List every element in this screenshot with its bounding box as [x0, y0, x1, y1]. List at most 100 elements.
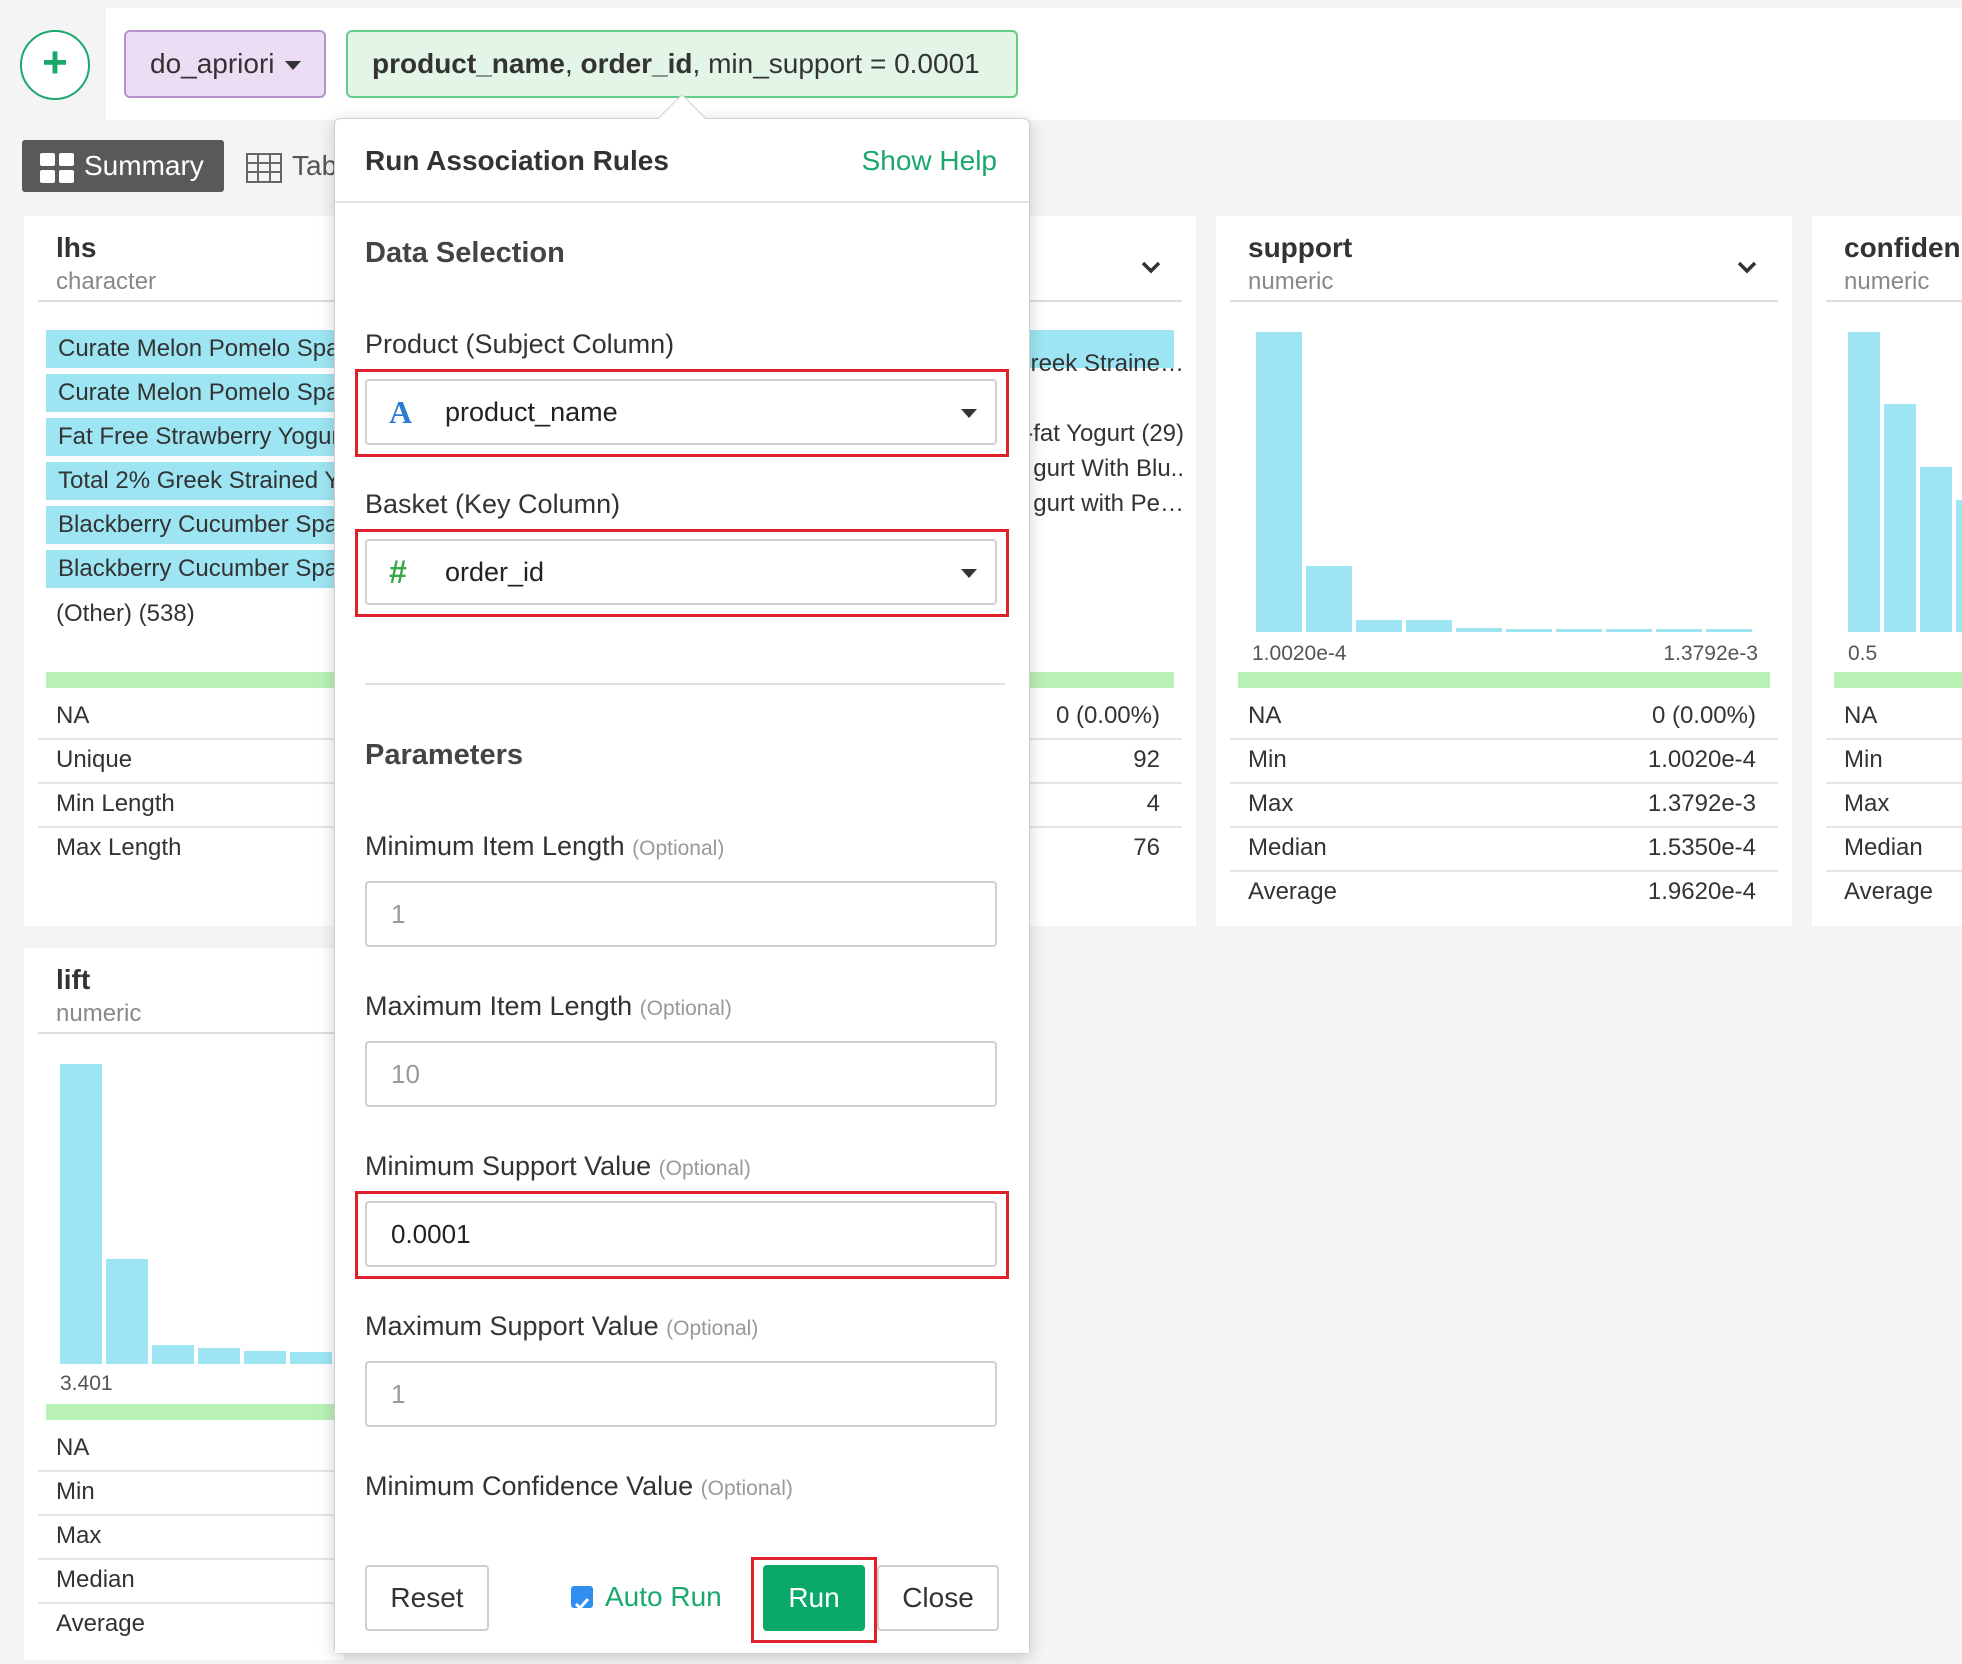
category-label: gurt with Pe…	[1033, 490, 1184, 517]
stat-key: NA	[56, 1434, 90, 1461]
highlight-box	[355, 1191, 1009, 1279]
stat-key: NA	[56, 702, 90, 729]
run-button[interactable]: Run	[763, 1565, 865, 1631]
table-icon	[246, 152, 282, 183]
divider	[1826, 300, 1962, 302]
category-label: gurt With Blu..	[1033, 455, 1184, 482]
add-step-button[interactable]: +	[20, 30, 90, 100]
column-card-confidence: confiden numeric 0.5 NA Min Max Median Avera…	[1812, 216, 1962, 926]
basket-column-select[interactable]: # order_id	[365, 539, 997, 605]
stat-row: Min 1.0020e-4	[1230, 740, 1778, 784]
list-item[interactable]: Fat Free Strawberry Yogur	[46, 418, 344, 456]
reset-button[interactable]: Reset	[365, 1565, 489, 1631]
category-bar	[46, 374, 344, 412]
histogram-bar	[1884, 404, 1916, 632]
stat-row: Max	[38, 1516, 344, 1560]
min-support-input[interactable]: 0.0001	[365, 1201, 997, 1267]
stat-key: Min Length	[56, 790, 175, 817]
card-title: support	[1248, 232, 1353, 263]
stat-key: Max Length	[56, 834, 182, 861]
stat-row: Average	[1826, 872, 1962, 916]
list-item[interactable]: Total 2% Greek Strained Y	[46, 462, 344, 500]
histogram-bar	[152, 1344, 194, 1364]
tab-summary[interactable]: Summary	[22, 140, 224, 192]
histogram-bar	[244, 1350, 286, 1364]
completeness-bar	[46, 1404, 344, 1420]
histogram-bar	[198, 1347, 240, 1364]
chevron-down-icon[interactable]	[1140, 256, 1162, 278]
checkbox-checked-icon	[571, 1585, 593, 1610]
histogram-bar	[1848, 332, 1880, 632]
max-support-input[interactable]: 1	[365, 1361, 997, 1427]
stat-row: Median 1.5350e-4	[1230, 828, 1778, 872]
histogram-bar	[1556, 629, 1602, 632]
highlight-box	[751, 1557, 877, 1643]
min-support-label: Minimum Support Value (Optional)	[365, 1151, 751, 1181]
stat-key: Median	[1844, 834, 1923, 861]
category-bar	[46, 462, 344, 500]
list-item[interactable]: Curate Melon Pomelo Spa	[46, 330, 344, 368]
string-type-icon: A	[389, 394, 413, 430]
min-item-length-label: Minimum Item Length (Optional)	[365, 831, 725, 861]
category-bar	[46, 506, 344, 544]
histogram-bar	[1606, 629, 1652, 632]
section-title-data-selection: Data Selection	[365, 237, 565, 269]
category-label: -fat Yogurt (29)	[1025, 420, 1184, 447]
category-label: Fat Free Strawberry Yogur	[58, 423, 340, 450]
stat-row: Median	[1826, 828, 1962, 872]
tab-table[interactable]: Tab	[246, 140, 337, 192]
list-item[interactable]: Blackberry Cucumber Spa	[46, 506, 344, 544]
histogram-bar	[1306, 566, 1352, 632]
stat-row: Median	[38, 1560, 344, 1604]
product-column-select[interactable]: A product_name	[365, 379, 997, 445]
column-card-support: support numeric 1.0020e-4 1.3792e-3 NA 0 …	[1216, 216, 1792, 926]
card-title: lift	[56, 964, 91, 995]
stat-key: Unique	[56, 746, 133, 773]
close-button[interactable]: Close	[877, 1565, 999, 1631]
divider	[1230, 300, 1778, 302]
category-label: reek Straine…	[1030, 350, 1184, 377]
stat-row: Min	[1826, 740, 1962, 784]
auto-run-checkbox[interactable]: Auto Run	[571, 1577, 722, 1617]
min-item-length-input[interactable]: 1	[365, 881, 997, 947]
stat-row: NA	[1826, 696, 1962, 740]
category-label: Blackberry Cucumber Spa	[58, 511, 339, 538]
category-bar	[46, 330, 344, 368]
column-card-lift: lift numeric 3.401 NA Min Max Median Average	[24, 948, 344, 1660]
min-confidence-label: Minimum Confidence Value (Optional)	[365, 1471, 793, 1501]
axis-max-label: 1.3792e-3	[1663, 642, 1758, 665]
max-item-length-input[interactable]: 10	[365, 1041, 997, 1107]
stat-key: Median	[1248, 834, 1327, 861]
stat-row: Unique	[38, 740, 344, 784]
show-help-link[interactable]: Show Help	[861, 145, 997, 176]
stat-value: 1.3792e-3	[1647, 790, 1756, 817]
other-count: (Other) (538)	[56, 600, 195, 627]
histogram-bar	[1456, 628, 1502, 632]
stat-key: Max	[56, 1522, 102, 1549]
divider	[335, 201, 1029, 203]
command-selector[interactable]: do_apriori	[124, 30, 326, 98]
stat-row: NA	[38, 1428, 344, 1472]
card-type: numeric	[56, 1000, 142, 1027]
chevron-down-icon[interactable]	[1736, 256, 1758, 278]
product-column-label: Product (Subject Column)	[365, 329, 675, 359]
histogram-bar	[1406, 620, 1452, 632]
category-label: Curate Melon Pomelo Spa	[58, 335, 340, 362]
category-label: Blackberry Cucumber Spa	[58, 555, 339, 582]
stat-row: Average	[38, 1604, 344, 1648]
completeness-bar	[1020, 672, 1174, 688]
stat-key: NA	[1248, 702, 1282, 729]
card-type: numeric	[1844, 268, 1930, 295]
list-item[interactable]: Blackberry Cucumber Spa	[46, 550, 344, 588]
command-arguments[interactable]: product_name, order_id, min_support = 0.…	[346, 30, 1018, 98]
caret-down-icon	[961, 569, 977, 578]
check-icon	[574, 1597, 590, 1610]
stat-value: 1.5350e-4	[1647, 834, 1756, 861]
list-item[interactable]: Curate Melon Pomelo Spa	[46, 374, 344, 412]
section-title-parameters: Parameters	[365, 739, 523, 771]
stat-row: Max	[1826, 784, 1962, 828]
max-support-label: Maximum Support Value (Optional)	[365, 1311, 759, 1341]
stat-key: Max	[1248, 790, 1294, 817]
stat-key: Min	[1248, 746, 1287, 773]
divider	[38, 1032, 344, 1034]
